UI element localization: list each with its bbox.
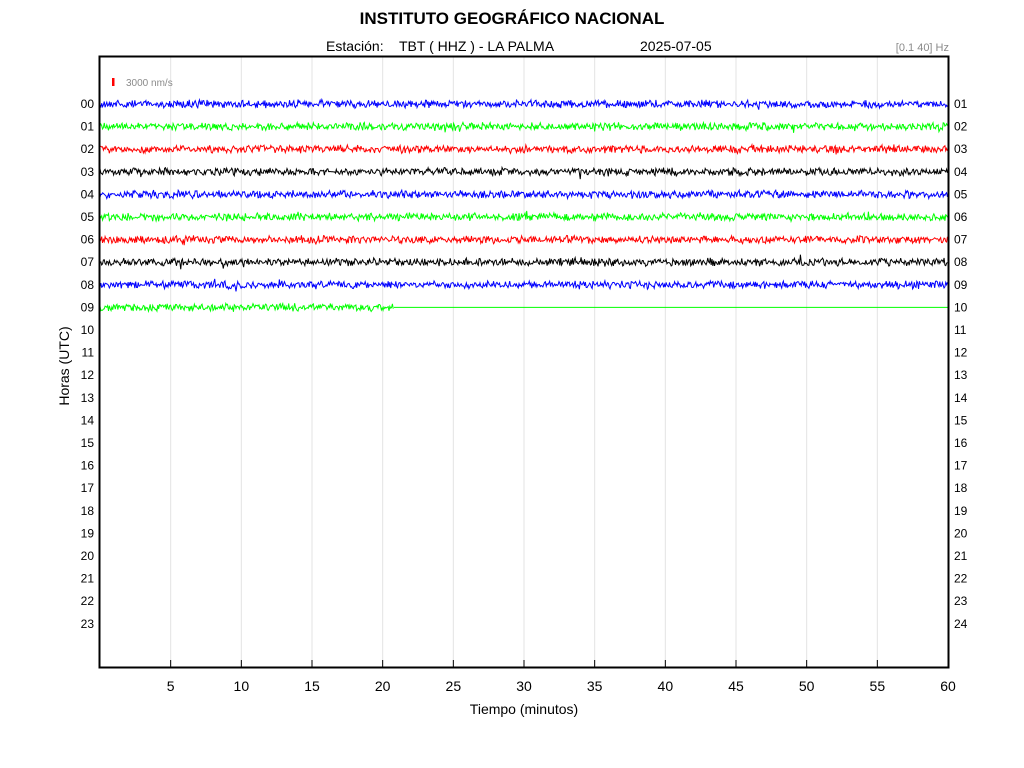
right-hour-labels: 01 02 03 04 05 06 07 08 09 10 11 12 13 14 15 16 17 18 19 20… [954,97,968,631]
left-hour-label: 17 [81,481,95,495]
scale-bar [112,78,115,86]
scale-label: 3000 nm/s [126,78,173,89]
right-hour-label: 24 [954,617,968,631]
trace-hour-09 [99,301,394,314]
x-tick-label: 55 [870,678,886,694]
right-hour-label: 18 [954,481,968,495]
right-hour-label: 20 [954,526,968,540]
chart-title: INSTITUTO GEOGRÁFICO NACIONAL [359,9,665,28]
left-hour-label: 16 [81,459,95,473]
x-tick-label: 5 [167,678,175,694]
x-axis-label: Tiempo (minutos) [470,701,578,717]
trace-hour-04 [99,188,948,201]
left-hour-label: 09 [81,300,95,314]
right-hour-label: 13 [954,368,968,382]
left-hour-label: 19 [81,526,95,540]
x-tick-label: 45 [728,678,744,694]
left-hour-label: 10 [81,323,95,337]
x-tick-label: 15 [304,678,320,694]
y-axis-label: Horas (UTC) [56,326,72,405]
left-hour-label: 21 [81,572,95,586]
trace-hour-01 [99,120,948,134]
trace-hour-08 [99,278,948,292]
right-hour-label: 06 [954,210,968,224]
trace-hour-06 [99,234,948,246]
right-hour-label: 10 [954,300,968,314]
right-hour-label: 23 [954,594,968,608]
left-hour-label: 07 [81,255,95,269]
right-hour-label: 08 [954,255,968,269]
right-hour-label: 22 [954,572,968,586]
right-hour-label: 16 [954,436,968,450]
right-hour-label: 17 [954,459,968,473]
left-hour-label: 15 [81,436,95,450]
right-hour-label: 11 [954,323,967,337]
left-hour-label: 01 [81,120,95,134]
right-hour-label: 03 [954,142,968,156]
x-tick-label: 20 [375,678,391,694]
plot-frame [98,55,950,669]
trace-hour-00 [99,97,948,110]
x-tick-label: 25 [446,678,462,694]
left-hour-label: 04 [81,187,95,201]
seismic-traces [99,97,948,314]
left-hour-label: 00 [81,97,95,111]
left-hour-labels: 00 01 02 03 04 05 06 07 08 09 10 11 12 13 14 15 16 17 18 19… [81,97,95,631]
left-hour-label: 18 [81,504,95,518]
left-hour-label: 03 [81,165,95,179]
trace-hour-02 [99,142,948,156]
right-hour-label: 01 [954,97,968,111]
station-name: TBT ( HHZ ) - LA PALMA [399,38,555,54]
x-tick-label: 10 [234,678,250,694]
right-hour-label: 09 [954,278,968,292]
right-hour-label: 19 [954,504,968,518]
right-hour-label: 04 [954,165,968,179]
left-hour-label: 14 [81,413,95,427]
left-hour-label: 08 [81,278,95,292]
right-hour-label: 05 [954,187,968,201]
trace-hour-03 [99,165,948,180]
left-hour-label: 20 [81,549,95,563]
trace-hour-05 [99,210,948,224]
right-hour-label: 21 [954,549,968,563]
left-hour-label: 13 [81,391,95,405]
right-hour-label: 07 [954,233,968,247]
x-tick-label: 35 [587,678,603,694]
filter-band: [0.1 40] Hz [895,42,949,54]
x-tick-label: 30 [516,678,532,694]
x-axis-ticks: 5 10 15 20 25 30 35 40 45 50 55 60 [167,660,956,694]
right-hour-label: 14 [954,391,968,405]
left-hour-label: 02 [81,142,95,156]
date-label: 2025-07-05 [640,38,712,54]
left-hour-label: 11 [82,346,95,360]
trace-hour-07 [99,254,948,270]
left-hour-label: 22 [81,594,95,608]
left-hour-label: 05 [81,210,95,224]
grid-lines [170,57,878,666]
left-hour-label: 06 [81,233,95,247]
x-tick-label: 50 [799,678,815,694]
station-label: Estación: [326,38,384,54]
right-hour-label: 15 [954,413,968,427]
x-tick-label: 60 [940,678,956,694]
left-hour-label: 12 [81,368,95,382]
right-hour-label: 02 [954,120,968,134]
right-hour-label: 12 [954,346,968,360]
x-tick-label: 40 [658,678,674,694]
left-hour-label: 23 [81,617,95,631]
